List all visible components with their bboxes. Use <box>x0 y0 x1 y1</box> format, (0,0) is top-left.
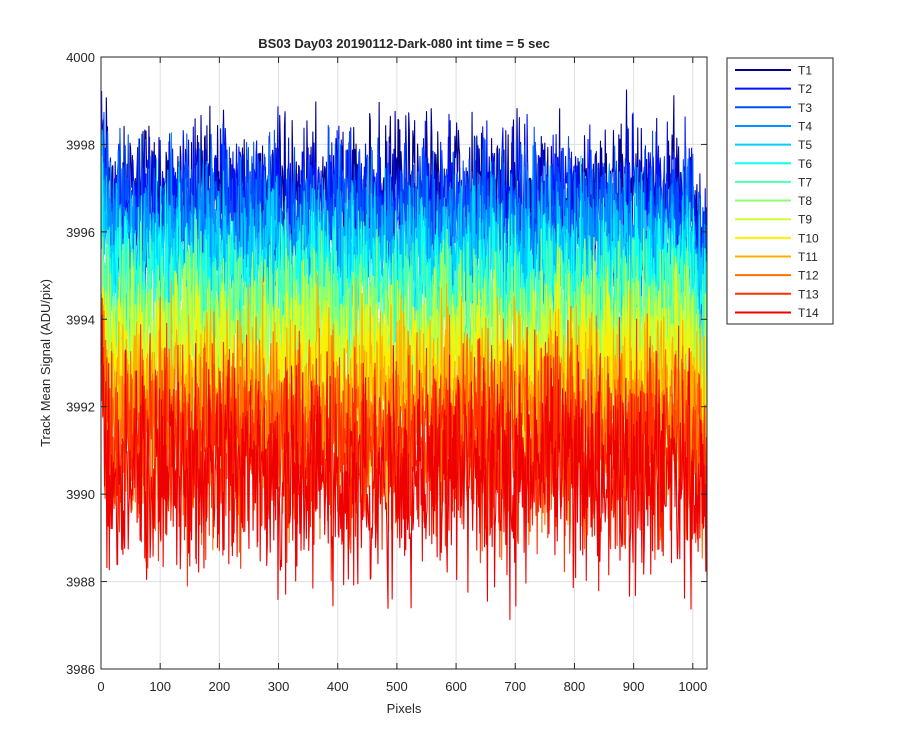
legend-label: T8 <box>798 194 812 208</box>
x-tick-label: 800 <box>564 679 586 694</box>
legend-box <box>726 57 834 325</box>
legend-label: T1 <box>798 64 812 78</box>
x-tick-label: 200 <box>209 679 231 694</box>
x-tick-label: 0 <box>97 679 104 694</box>
series-lines <box>101 89 707 621</box>
legend-label: T11 <box>798 250 818 264</box>
legend-label: T9 <box>798 213 812 227</box>
legend-label: T3 <box>798 101 812 115</box>
x-tick-label: 600 <box>445 679 467 694</box>
y-tick-label: 3994 <box>66 312 95 327</box>
x-tick-label: 900 <box>623 679 645 694</box>
x-tick-label: 500 <box>386 679 408 694</box>
legend-label: T5 <box>798 138 812 152</box>
y-tick-label: 3986 <box>66 662 95 677</box>
legend-label: T13 <box>798 287 819 301</box>
x-tick-label: 700 <box>504 679 526 694</box>
y-axis-label: Track Mean Signal (ADU/pix) <box>38 279 53 447</box>
y-tick-label: 3988 <box>66 575 95 590</box>
plot-area: 0 100 200 300 400 500 600 700 800 900 1000 3986 3988… <box>66 50 708 694</box>
y-tick-label: 3998 <box>66 137 95 152</box>
legend-label: T2 <box>798 82 812 96</box>
y-tick-label: 3996 <box>66 225 95 240</box>
y-tick-label: 3990 <box>66 487 95 502</box>
y-tick-label: 3992 <box>66 400 95 415</box>
series-line-t7 <box>101 195 707 434</box>
x-tick-label: 1000 <box>678 679 707 694</box>
legend-label: T7 <box>798 175 812 189</box>
x-tick-label: 400 <box>327 679 349 694</box>
legend-label: T12 <box>798 269 819 283</box>
x-tick-label: 100 <box>149 679 171 694</box>
axes-box <box>100 56 708 670</box>
y-tick-label: 4000 <box>66 50 95 65</box>
x-axis-label: Pixels <box>387 701 422 716</box>
legend-label: T6 <box>798 157 812 171</box>
series-line-t14 <box>101 314 707 621</box>
legend-label: T4 <box>798 119 812 133</box>
legend-label: T10 <box>798 231 819 245</box>
x-tick-label: 300 <box>268 679 290 694</box>
legend: T1 T2 T3 T4 T5 T6 T7 T8 T9 T10 T11 T12 T13 T14 <box>726 57 834 325</box>
legend-label: T14 <box>798 306 819 320</box>
chart-title: BS03 Day03 20190112-Dark-080 int time = … <box>258 36 550 51</box>
